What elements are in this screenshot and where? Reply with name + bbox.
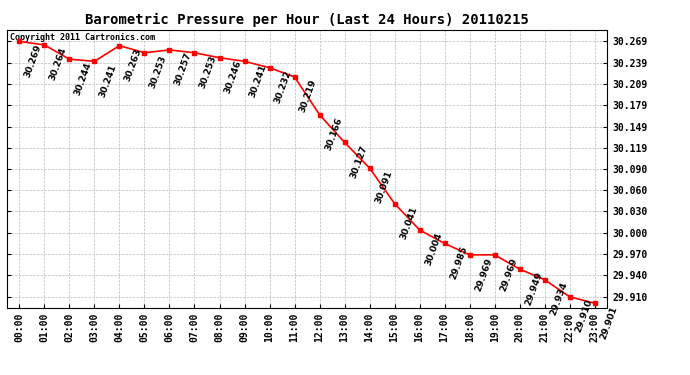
Text: 30.246: 30.246	[224, 59, 244, 95]
Text: 30.127: 30.127	[348, 144, 368, 180]
Title: Barometric Pressure per Hour (Last 24 Hours) 20110215: Barometric Pressure per Hour (Last 24 Ho…	[85, 13, 529, 27]
Text: 30.264: 30.264	[48, 46, 68, 82]
Text: 30.232: 30.232	[273, 69, 293, 105]
Text: Copyright 2011 Cartronics.com: Copyright 2011 Cartronics.com	[10, 33, 155, 42]
Text: 29.949: 29.949	[524, 270, 544, 307]
Text: 30.241: 30.241	[98, 63, 119, 98]
Text: 29.969: 29.969	[498, 256, 519, 292]
Text: 30.263: 30.263	[124, 47, 144, 82]
Text: 30.091: 30.091	[373, 170, 393, 205]
Text: 29.969: 29.969	[473, 256, 494, 292]
Text: 30.253: 30.253	[148, 54, 168, 90]
Text: 29.985: 29.985	[448, 245, 469, 281]
Text: 30.241: 30.241	[248, 63, 268, 98]
Text: 30.004: 30.004	[424, 231, 444, 267]
Text: 29.910: 29.910	[573, 298, 594, 334]
Text: 30.257: 30.257	[173, 51, 193, 87]
Text: 30.253: 30.253	[198, 54, 219, 90]
Text: 30.269: 30.269	[23, 43, 43, 78]
Text: 29.934: 29.934	[549, 281, 569, 317]
Text: 30.041: 30.041	[398, 205, 419, 240]
Text: 30.219: 30.219	[298, 78, 319, 114]
Text: 30.166: 30.166	[324, 116, 344, 152]
Text: 29.901: 29.901	[598, 304, 619, 340]
Text: 30.244: 30.244	[73, 61, 94, 96]
